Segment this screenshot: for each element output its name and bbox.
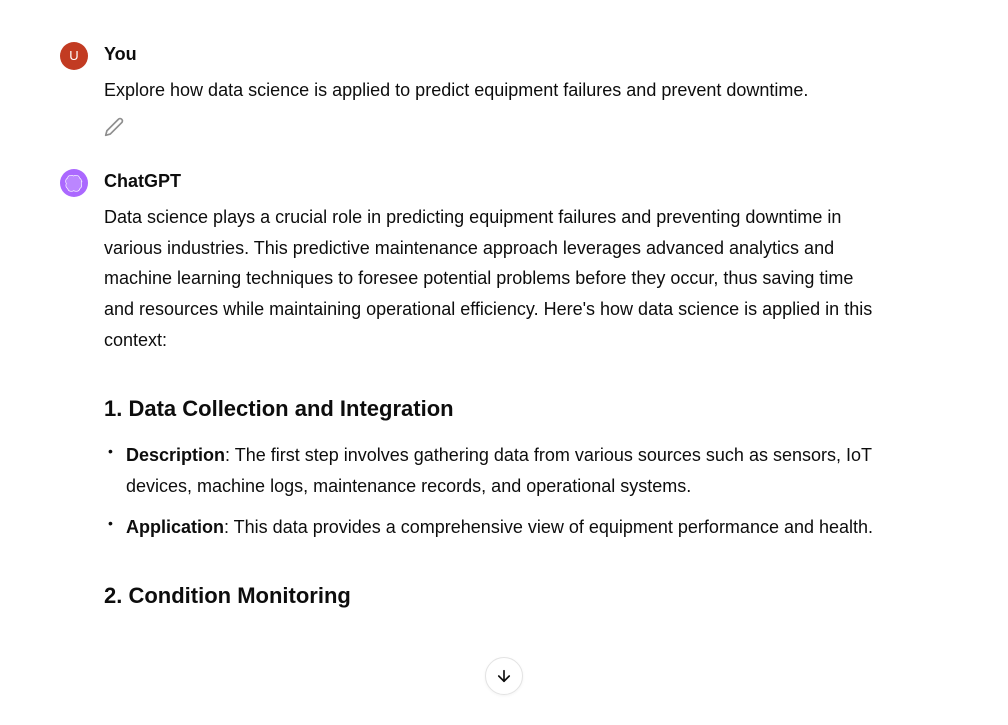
bullet-text: : This data provides a comprehensive vie… (224, 517, 873, 537)
scroll-down-button[interactable] (485, 657, 523, 695)
bullet-label: Description (126, 445, 225, 465)
assistant-intro-text: Data science plays a crucial role in pre… (104, 202, 884, 355)
user-avatar-letter: U (69, 46, 78, 67)
user-content: You Explore how data science is applied … (104, 40, 884, 137)
arrow-down-icon (495, 667, 513, 685)
list-item: Application: This data provides a compre… (108, 512, 884, 543)
section-2-heading: 2. Condition Monitoring (104, 578, 884, 613)
bullet-text: : The first step involves gathering data… (126, 445, 872, 496)
user-sender-label: You (104, 40, 884, 69)
assistant-avatar (60, 169, 88, 197)
assistant-content: ChatGPT Data science plays a crucial rol… (104, 167, 884, 627)
user-message: U You Explore how data science is applie… (60, 40, 948, 137)
list-item: Description: The first step involves gat… (108, 440, 884, 501)
assistant-message: ChatGPT Data science plays a crucial rol… (60, 167, 948, 627)
bullet-label: Application (126, 517, 224, 537)
user-message-text: Explore how data science is applied to p… (104, 75, 884, 106)
section-1-list: Description: The first step involves gat… (104, 440, 884, 542)
edit-icon[interactable] (104, 117, 124, 137)
section-1-heading: 1. Data Collection and Integration (104, 391, 884, 426)
user-avatar: U (60, 42, 88, 70)
assistant-sender-label: ChatGPT (104, 167, 884, 196)
